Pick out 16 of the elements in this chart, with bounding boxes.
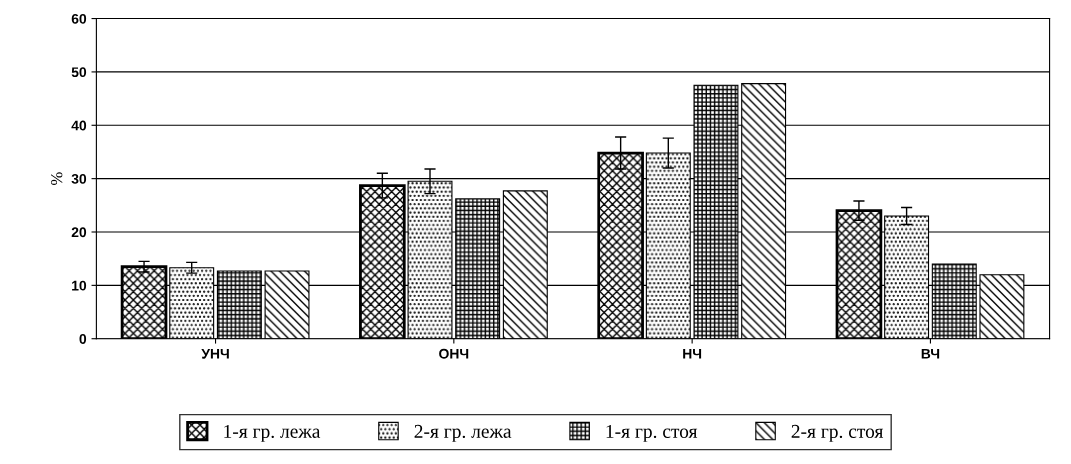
x-tick-label: ВЧ bbox=[921, 348, 940, 359]
legend-label: 2-я гр. стоя bbox=[791, 424, 884, 442]
y-tick-label: 50 bbox=[71, 67, 87, 78]
y-tick-label: 0 bbox=[79, 334, 87, 344]
y-tick-label: 30 bbox=[71, 173, 87, 184]
x-tick-label: УНЧ bbox=[201, 348, 229, 359]
y-tick-label: 10 bbox=[72, 280, 87, 291]
y-tick-label: 60 bbox=[71, 13, 87, 24]
legend-label: 1-я гр. лежа bbox=[224, 424, 321, 442]
y-tick-label: 40 bbox=[71, 120, 87, 131]
y-tick-label: 20 bbox=[71, 227, 87, 238]
x-tick-label: ОНЧ bbox=[439, 348, 469, 359]
y-axis-title: % bbox=[51, 172, 63, 186]
x-tick-label: НЧ bbox=[683, 348, 702, 359]
legend-label: 1-я гр. стоя bbox=[606, 424, 698, 442]
legend-label: 2-я гр. лежа bbox=[414, 424, 512, 442]
